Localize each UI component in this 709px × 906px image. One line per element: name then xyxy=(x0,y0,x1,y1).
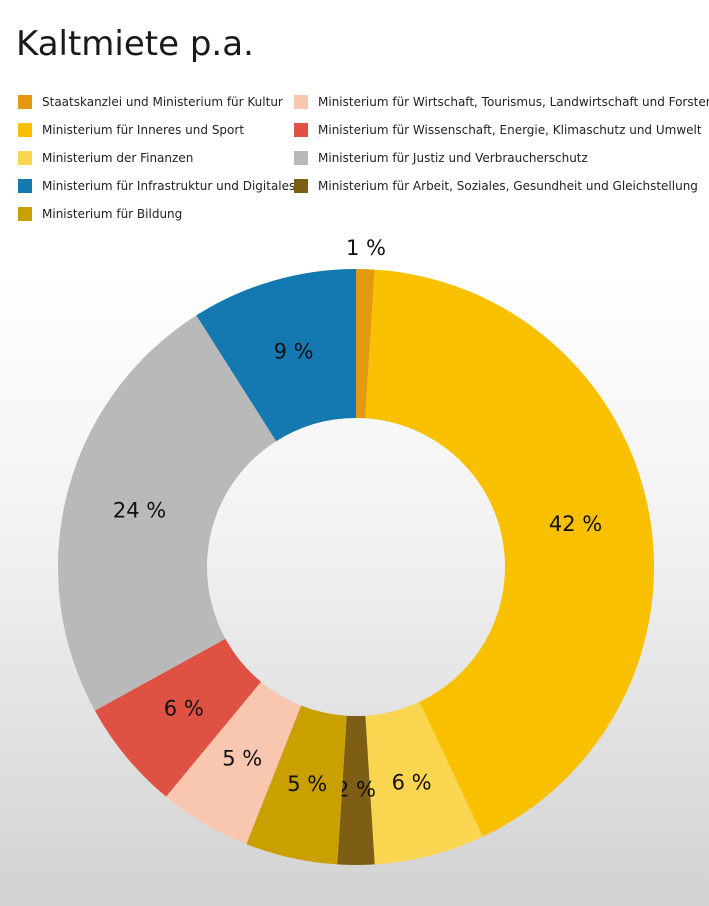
legend-label: Staatskanzlei und Ministerium für Kultur xyxy=(42,95,283,109)
legend-label: Ministerium für Justiz und Verbrauchersc… xyxy=(318,151,588,165)
donut-slice xyxy=(57,315,277,711)
donut-slice xyxy=(166,681,302,845)
donut-slice xyxy=(365,701,483,865)
legend-item: Ministerium der Finanzen xyxy=(18,150,193,166)
donut-slice xyxy=(246,705,347,865)
legend-item: Ministerium für Infrastruktur und Digita… xyxy=(18,178,295,194)
legend-swatch xyxy=(294,179,308,193)
slice-label: 24 % xyxy=(113,498,166,522)
slice-label: 6 % xyxy=(392,770,432,794)
legend-swatch xyxy=(18,207,32,221)
legend-label: Ministerium für Inneres und Sport xyxy=(42,123,245,137)
slice-label: 1 % xyxy=(346,236,386,260)
legend-item: Ministerium für Inneres und Sport xyxy=(18,122,244,138)
legend-label: Ministerium für Bildung xyxy=(42,207,183,221)
donut-slice xyxy=(94,638,262,797)
slice-label: 2 % xyxy=(336,778,376,802)
slice-label: 6 % xyxy=(164,696,204,720)
legend-swatch xyxy=(294,95,308,109)
slice-label: 42 % xyxy=(549,512,602,536)
legend-label: Ministerium für Infrastruktur und Digita… xyxy=(42,179,296,193)
legend-item: Ministerium für Bildung xyxy=(18,206,182,222)
legend-item: Ministerium für Justiz und Verbrauchersc… xyxy=(294,150,588,166)
legend-item: Ministerium für Wissenschaft, Energie, K… xyxy=(294,122,702,138)
legend-item: Ministerium für Arbeit, Soziales, Gesund… xyxy=(294,178,698,194)
legend-swatch xyxy=(18,179,32,193)
legend-label: Ministerium für Wirtschaft, Tourismus, L… xyxy=(318,95,709,109)
legend-swatch xyxy=(18,151,32,165)
legend-label: Ministerium für Wissenschaft, Energie, K… xyxy=(318,123,702,137)
slice-label: 5 % xyxy=(222,746,262,770)
legend-swatch xyxy=(294,123,308,137)
legend-swatch xyxy=(18,95,32,109)
donut-slice xyxy=(337,715,375,865)
slice-label: 5 % xyxy=(287,772,327,796)
legend-swatch xyxy=(294,151,308,165)
donut-slice xyxy=(365,269,655,837)
chart-title: Kaltmiete p.a. xyxy=(16,24,254,64)
donut-slice xyxy=(196,269,356,442)
legend-label: Ministerium für Arbeit, Soziales, Gesund… xyxy=(318,179,698,193)
legend-item: Ministerium für Wirtschaft, Tourismus, L… xyxy=(294,94,709,110)
legend-label: Ministerium der Finanzen xyxy=(42,151,194,165)
legend-item: Staatskanzlei und Ministerium für Kultur xyxy=(18,94,283,110)
legend-swatch xyxy=(18,123,32,137)
donut-slice xyxy=(356,269,375,419)
slice-label: 9 % xyxy=(274,339,314,363)
